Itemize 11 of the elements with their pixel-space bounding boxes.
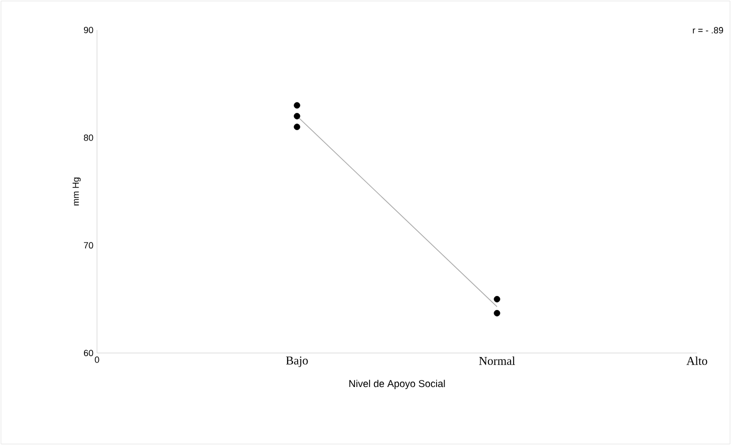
y-tick-label: 80 — [84, 134, 94, 141]
annotation: r = - .89 — [692, 27, 724, 34]
y-tick-label: 70 — [84, 242, 94, 249]
y-tick-label: 90 — [84, 26, 94, 34]
x-tick-label: Alto — [686, 356, 708, 365]
y-axis-title: mm Hg — [72, 178, 81, 206]
x-tick-label: Normal — [479, 356, 516, 365]
x-axis-title: Nivel de Apoyo Social — [349, 380, 445, 390]
y-tick-label: 60 — [84, 350, 94, 356]
x-tick-label: Bajo — [286, 356, 308, 367]
x-tick-label: 0 — [94, 356, 100, 363]
